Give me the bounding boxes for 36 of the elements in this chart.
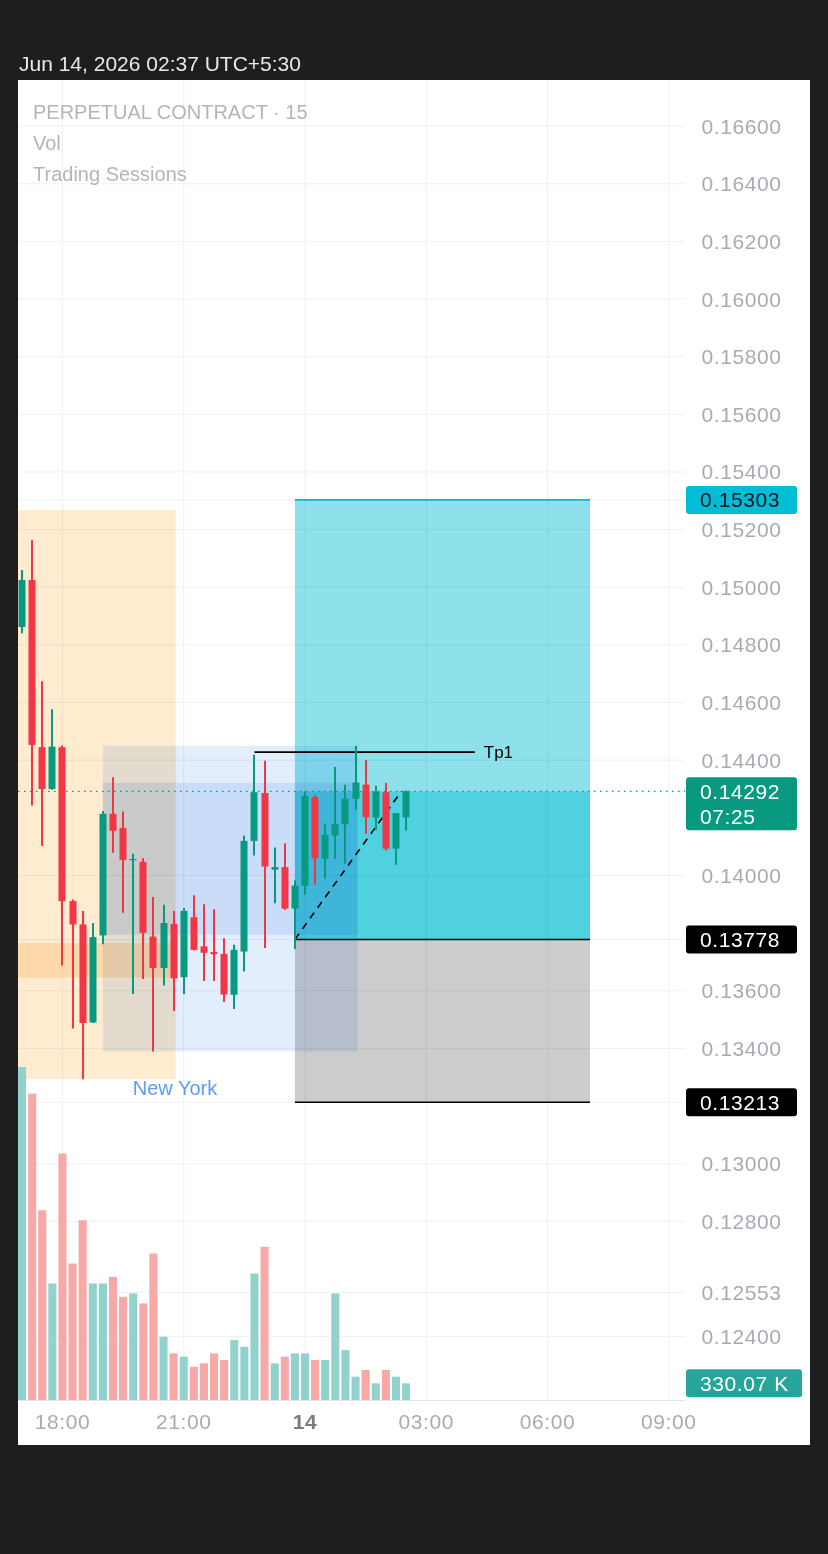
y-tick-label: 0.15800 <box>701 345 782 369</box>
y-tick-label: 0.16600 <box>701 114 782 138</box>
y-tick-label: 0.15200 <box>701 518 782 542</box>
series-label: Tp1 <box>483 743 514 763</box>
x-tick-label: 06:00 <box>519 1410 576 1433</box>
y-tick-label: 0.16000 <box>701 287 782 311</box>
chart-subtitle: Jun 14, 2026 02:37 UTC+5:30 <box>19 52 301 75</box>
y-tick-label: 0.12800 <box>701 1209 782 1233</box>
x-tick-label: 14 <box>292 1410 318 1433</box>
y-tick-label: 0.14400 <box>701 748 782 772</box>
y-tick-label: 0.13778 <box>700 927 781 951</box>
y-tick-label: 0.15400 <box>701 460 782 484</box>
y-tick-label: 0.12553 <box>701 1281 782 1304</box>
ref-line-label: 0.14292 07:25 <box>700 779 787 828</box>
y-tick-label: 0.13213 <box>700 1090 781 1114</box>
y-tick-label: 0.15000 <box>701 575 782 599</box>
text: 330.07 K <box>700 1371 789 1395</box>
x-tick-label: 18:00 <box>34 1410 91 1433</box>
x-tick-label: 21:00 <box>155 1410 212 1433</box>
y-tick-label: 0.12400 <box>701 1325 782 1349</box>
y-tick-label: 0.15600 <box>701 402 782 426</box>
y-tick-label: 0.14800 <box>701 633 782 657</box>
y-tick-label: 0.15303 <box>700 488 781 512</box>
y-tick-label: 0.16200 <box>701 229 782 253</box>
x-tick-label: 03:00 <box>398 1410 455 1433</box>
y-tick-label: 0.13000 <box>701 1152 782 1176</box>
y-tick-label: 0.13600 <box>701 979 782 1003</box>
annotation: New York <box>132 1076 219 1099</box>
annotation: Trading Sessions <box>33 163 187 185</box>
y-tick-label: 0.13400 <box>701 1036 782 1060</box>
chart-title: Vol <box>33 132 61 154</box>
y-tick-label: 0.14000 <box>701 863 782 887</box>
text: PERPETUAL CONTRACT · 15 <box>33 101 308 123</box>
y-tick-label: 0.16400 <box>701 172 782 196</box>
x-tick-label: 09:00 <box>641 1410 697 1433</box>
y-tick-label: 0.14600 <box>701 691 782 715</box>
